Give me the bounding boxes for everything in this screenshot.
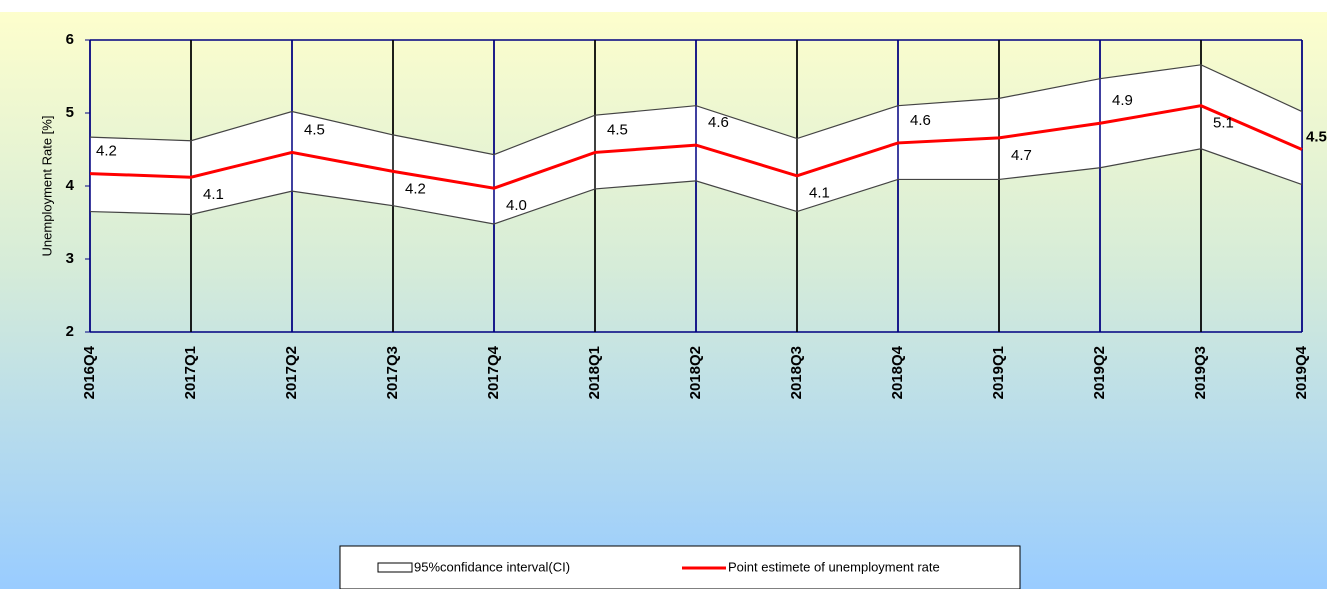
data-label: 4.9: [1112, 92, 1133, 109]
y-tick-label: 3: [66, 250, 74, 267]
x-tick-label: 2017Q2: [283, 346, 300, 399]
legend-swatch: [377, 562, 413, 573]
legend-label: 95%confidance interval(CI): [414, 559, 570, 574]
x-tick-label: 2017Q1: [182, 346, 199, 399]
x-tick-label: 2017Q3: [384, 346, 401, 399]
y-tick-label: 4: [66, 177, 75, 194]
x-tick-label: 2019Q2: [1091, 346, 1108, 399]
data-label: 4.2: [96, 143, 117, 160]
y-tick-label: 6: [66, 31, 74, 48]
title-area: [0, 0, 1327, 12]
x-tick-label: 2018Q2: [687, 346, 704, 399]
data-label: 4.5: [304, 121, 325, 138]
data-label: 4.0: [506, 197, 527, 214]
legend: [339, 545, 1021, 589]
data-label: 4.7: [1011, 147, 1032, 164]
y-tick-label: 5: [66, 104, 74, 121]
data-label: 4.5: [1306, 128, 1327, 145]
x-tick-label: 2016Q4: [81, 345, 98, 399]
x-tick-label: 2018Q3: [788, 346, 805, 399]
legend-label: Point estimete of unemployment rate: [728, 559, 940, 574]
data-label: 5.1: [1213, 115, 1234, 132]
data-label: 4.1: [809, 185, 830, 202]
data-label: 4.2: [405, 180, 426, 197]
data-label: 4.5: [607, 121, 628, 138]
data-label: 4.6: [708, 114, 729, 131]
ci-lower: [89, 148, 1303, 225]
x-tick-label: 2018Q1: [586, 346, 603, 399]
y-tick-label: 2: [66, 323, 74, 340]
x-tick-label: 2019Q1: [990, 346, 1007, 399]
data-label: 4.6: [910, 112, 931, 129]
x-tick-label: 2017Q4: [485, 345, 502, 399]
x-tick-label: 2019Q4: [1293, 345, 1310, 399]
ci-upper: [89, 64, 1303, 156]
x-tick-label: 2018Q4: [889, 345, 906, 399]
x-tick-label: 2019Q3: [1192, 346, 1209, 399]
data-label: 4.1: [203, 186, 224, 203]
y-axis-label: Unemployment Rate [%]: [39, 116, 54, 257]
line: [89, 104, 1303, 190]
